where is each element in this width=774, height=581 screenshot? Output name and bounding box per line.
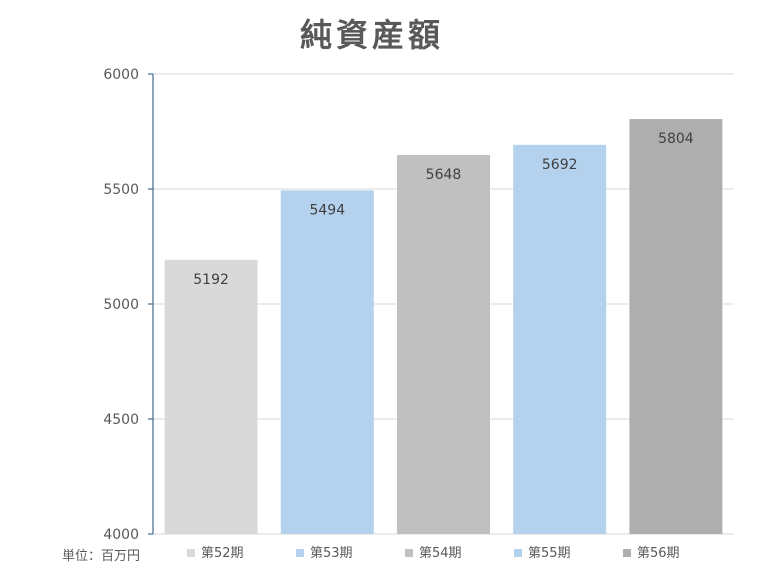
legend-swatch <box>405 549 413 557</box>
legend: 第52期 第53期 第54期 第55期 第56期 <box>187 546 680 561</box>
bars-group <box>164 119 723 534</box>
y-tick-label: 5000 <box>103 297 139 313</box>
legend-swatch <box>296 549 304 557</box>
bar-5 <box>629 119 723 534</box>
data-label: 5494 <box>309 202 345 218</box>
bar-4 <box>513 144 607 534</box>
data-label: 5692 <box>542 157 578 173</box>
bar-1 <box>164 259 258 534</box>
legend-swatch <box>623 549 631 557</box>
y-axis: 4000 4500 5000 5500 6000 <box>103 67 154 543</box>
y-tick-label: 4500 <box>103 412 139 428</box>
legend-swatch <box>187 549 195 557</box>
legend-label: 第56期 <box>637 546 680 561</box>
legend-label: 第52期 <box>201 546 244 561</box>
y-tick-label: 6000 <box>103 67 139 83</box>
legend-label: 第53期 <box>310 546 353 561</box>
chart-title: 純資産額 <box>300 16 444 54</box>
legend-label: 第55期 <box>528 546 571 561</box>
data-label: 5648 <box>426 167 462 183</box>
y-tick-label: 4000 <box>103 527 139 543</box>
legend-label: 第54期 <box>419 546 462 561</box>
bar-2 <box>280 190 374 534</box>
bar-3 <box>397 154 490 534</box>
data-label: 5804 <box>658 131 694 147</box>
data-label: 5192 <box>193 272 229 288</box>
unit-label: 単位：百万円 <box>62 548 140 564</box>
data-labels-group: 5192 5494 5648 5692 5804 <box>193 131 694 288</box>
legend-swatch <box>514 549 522 557</box>
y-tick-label: 5500 <box>103 182 139 198</box>
